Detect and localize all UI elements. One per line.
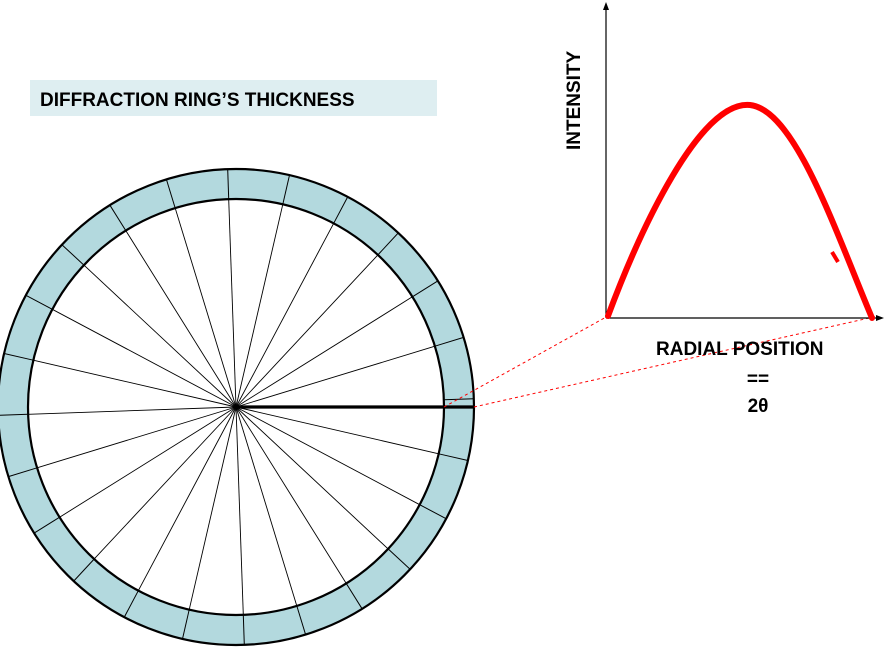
radial-spoke xyxy=(188,406,237,610)
radial-spoke xyxy=(33,359,237,408)
radial-spoke xyxy=(93,406,237,560)
radial-spoke xyxy=(235,254,379,408)
ring-segment-tick xyxy=(25,294,53,310)
radial-spoke xyxy=(52,308,237,408)
radial-spoke xyxy=(36,406,237,469)
ring-segment-ticks xyxy=(0,169,474,645)
ring-segment-tick xyxy=(61,244,85,266)
intensity-graph: INTENSITY RADIAL POSITION == 2θ xyxy=(564,2,884,417)
title-block: DIFFRACTION RING’S THICKNESS xyxy=(30,80,437,116)
radial-spoke xyxy=(235,345,436,408)
ring-segment-tick xyxy=(333,196,349,224)
ring-segment-tick xyxy=(3,353,34,361)
ring-segment-tick xyxy=(282,174,290,205)
x-axis-label: RADIAL POSITION xyxy=(656,339,824,360)
ring-segment-tick xyxy=(165,179,176,209)
ring-segment-tick xyxy=(419,504,447,520)
y-axis-arrow xyxy=(603,2,609,10)
curve-notch xyxy=(830,250,840,264)
equivalence-sign: == xyxy=(747,369,769,390)
ring-segment-tick xyxy=(387,548,411,570)
radial-spoke xyxy=(235,406,347,584)
radial-spoke xyxy=(228,199,237,408)
ring-segment-tick xyxy=(443,398,474,401)
ring-segment-tick xyxy=(123,590,139,618)
ring-segment-tick xyxy=(227,169,230,200)
diagram-title: DIFFRACTION RING’S THICKNESS xyxy=(40,90,355,111)
radial-spoke xyxy=(174,207,237,408)
ring-segment-tick xyxy=(377,232,399,256)
ring-segment-tick xyxy=(438,453,469,461)
ring-segment-tick xyxy=(8,467,38,478)
two-theta-label: 2θ xyxy=(748,396,769,417)
radial-spoke xyxy=(28,406,237,415)
radial-spoke xyxy=(59,406,237,518)
ring-segment-tick xyxy=(296,605,307,635)
y-axis-label: INTENSITY xyxy=(564,50,585,150)
ring-segment-tick xyxy=(33,516,60,534)
projection-line-outer xyxy=(473,315,879,408)
ring-segment-tick xyxy=(412,280,439,298)
ring-segment-tick xyxy=(182,609,190,640)
ring-segment-tick xyxy=(0,413,29,416)
x-axis-arrow xyxy=(876,315,884,321)
ring-segment-tick xyxy=(345,583,363,610)
radial-spoke xyxy=(83,264,237,408)
intensity-curve xyxy=(605,101,875,321)
radial-spoke xyxy=(235,406,244,615)
radial-spoke xyxy=(235,204,284,408)
radial-spoke xyxy=(235,406,420,506)
ring-segment-tick xyxy=(73,558,95,582)
radial-spoke xyxy=(235,406,389,550)
radial-spoke xyxy=(235,406,298,607)
projection-lines xyxy=(443,315,879,408)
projection-line-inner xyxy=(443,315,609,408)
ring-segment-tick xyxy=(242,614,245,645)
diffraction-ring xyxy=(0,167,476,647)
title-background xyxy=(30,80,437,116)
radial-spoke xyxy=(125,230,237,408)
radial-spoke xyxy=(235,223,335,408)
ring-segment-tick xyxy=(109,204,127,231)
radial-spoke xyxy=(235,296,413,408)
radial-spoke xyxy=(137,406,237,591)
radial-spoke xyxy=(235,406,439,455)
ring-segment-tick xyxy=(434,336,464,347)
radial-spokes xyxy=(28,199,439,615)
